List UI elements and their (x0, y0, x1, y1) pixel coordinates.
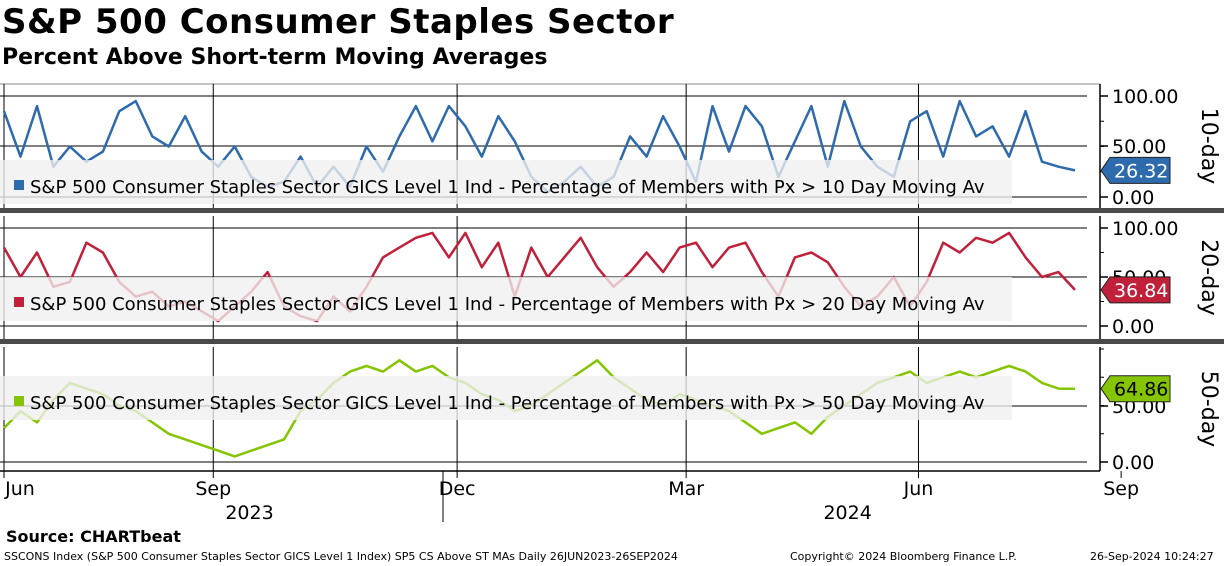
chart-title: S&P 500 Consumer Staples Sector (2, 2, 675, 42)
footer-timestamp: 26-Sep-2024 10:24:27 (1090, 550, 1214, 563)
panel-label: 10-day (1196, 108, 1221, 184)
chart-subtitle: Percent Above Short-term Moving Averages (2, 45, 548, 70)
y-tick-label: 0.00 (1112, 316, 1154, 338)
year-label: 2024 (823, 502, 871, 524)
legend-box (0, 376, 1012, 420)
panel-label: 20-day (1196, 239, 1221, 315)
x-tick-label: Sep (1103, 478, 1139, 500)
legend-swatch (14, 297, 24, 307)
last-value-callout (1100, 276, 1171, 304)
last-value-callout (1100, 375, 1171, 403)
year-label: 2023 (225, 502, 273, 524)
x-tick-label: Jun (4, 478, 35, 500)
last-value-callout (1100, 156, 1171, 184)
last-value-label: 36.84 (1114, 280, 1168, 302)
legend-box (0, 277, 1012, 321)
x-tick-label: Jun (903, 478, 934, 500)
legend-text: S&P 500 Consumer Staples Sector GICS Lev… (30, 177, 985, 198)
panel-separator (0, 339, 1224, 344)
y-tick-label: 100.00 (1112, 218, 1178, 240)
panel-separator (0, 208, 1224, 213)
legend-text: S&P 500 Consumer Staples Sector GICS Lev… (30, 294, 985, 315)
footer-copyright: Copyright© 2024 Bloomberg Finance L.P. (790, 550, 1017, 563)
y-tick-label: 0.00 (1112, 452, 1154, 474)
last-value-label: 26.32 (1114, 160, 1168, 182)
footer-description: SSCONS Index (S&P 500 Consumer Staples S… (4, 550, 678, 563)
y-tick-label: 0.00 (1112, 187, 1154, 209)
y-tick-label: 50.00 (1112, 136, 1166, 158)
legend-box (0, 160, 1012, 204)
panel-label: 50-day (1196, 371, 1221, 447)
legend-swatch (14, 180, 24, 190)
x-tick-label: Dec (439, 478, 476, 500)
legend-text: S&P 500 Consumer Staples Sector GICS Lev… (30, 393, 985, 414)
source-label: Source: CHARTbeat (6, 527, 181, 546)
legend-swatch (14, 396, 24, 406)
x-tick-label: Sep (195, 478, 231, 500)
x-tick-label: Mar (668, 478, 704, 500)
y-tick-label: 100.00 (1112, 86, 1178, 108)
last-value-label: 64.86 (1114, 379, 1168, 401)
